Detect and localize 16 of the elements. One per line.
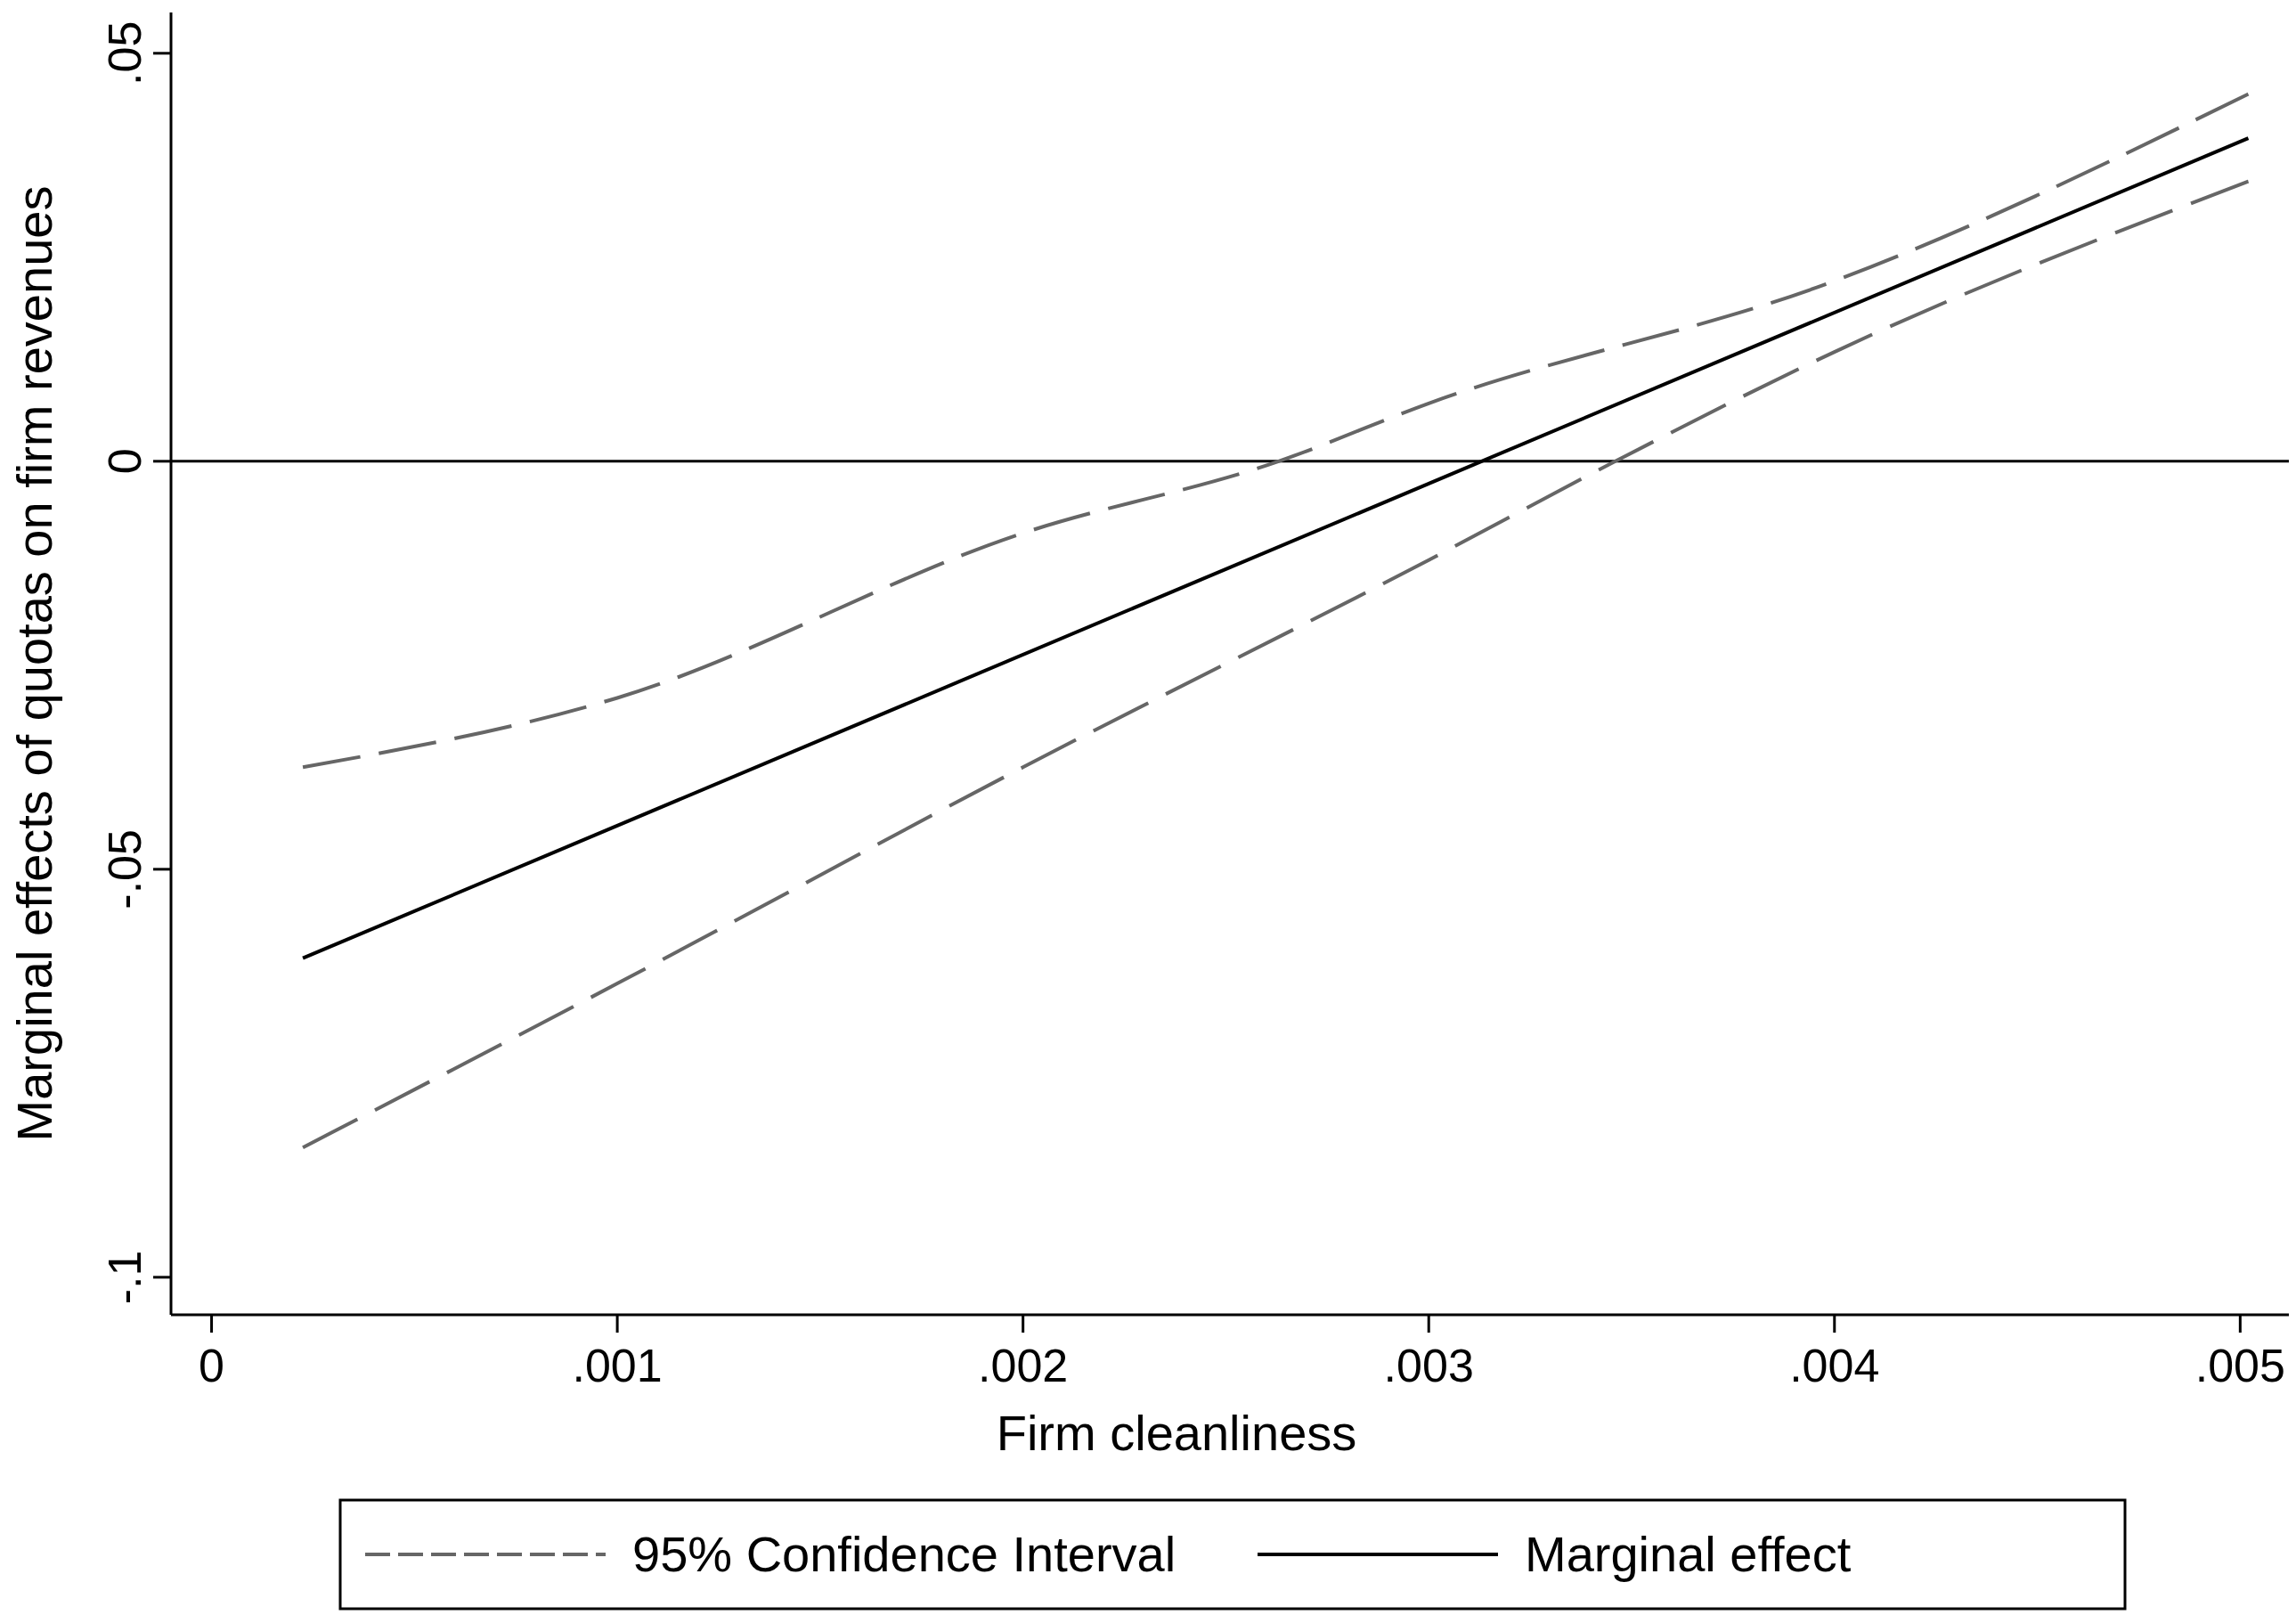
- line-series: [301, 179, 2251, 1150]
- x-tick-label: .002: [978, 1340, 1069, 1391]
- x-tick-label: 0: [199, 1340, 225, 1391]
- x-tick-label: .003: [1383, 1340, 1474, 1391]
- y-tick-label: .05: [99, 20, 151, 86]
- y-tick-label: 0: [99, 448, 151, 475]
- y-axis-title: Marginal effects of quotas on firm revenues: [6, 185, 62, 1142]
- x-tick-label: .005: [2194, 1340, 2285, 1391]
- x-tick-label: .001: [572, 1340, 663, 1391]
- legend-label: Marginal effect: [1525, 1526, 1852, 1582]
- x-tick-label: .004: [1789, 1340, 1880, 1391]
- x-axis-title: Firm cleanliness: [996, 1405, 1357, 1461]
- line-series: [301, 92, 2251, 770]
- legend-label: 95% Confidence Interval: [632, 1526, 1176, 1582]
- y-tick-label: -.1: [99, 1250, 151, 1305]
- y-tick-label: -.05: [99, 829, 151, 909]
